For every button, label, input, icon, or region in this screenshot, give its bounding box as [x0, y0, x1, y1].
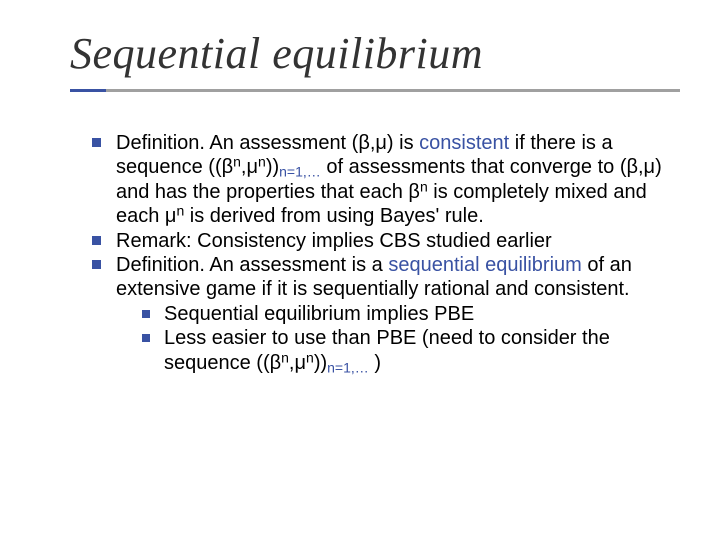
sup-n: n — [233, 154, 241, 170]
slide: Sequential equilibrium Definition. An as… — [0, 0, 720, 540]
text: Less easier to use than PBE (need to con… — [164, 327, 610, 373]
rule-grey — [76, 89, 680, 92]
text: Definition. An assessment (β,μ) is — [116, 132, 419, 154]
consistent-word: consistent — [419, 132, 509, 154]
sub-bullet-list: Sequential equilibrium implies PBE Less … — [116, 302, 670, 375]
sup-n: n — [281, 349, 289, 365]
text: is derived from using Bayes' rule. — [184, 205, 484, 227]
text: )) — [266, 156, 279, 178]
text: ) — [369, 352, 381, 374]
title-underline — [70, 89, 680, 95]
sub-bullet-less-easy: Less easier to use than PBE (need to con… — [142, 326, 670, 375]
sup-n: n — [306, 349, 314, 365]
text: )) — [314, 352, 327, 374]
sequential-equilibrium-word: sequential equilibrium — [388, 254, 581, 276]
sup-n: n — [258, 154, 266, 170]
rule-accent — [70, 89, 106, 92]
sub-bullet-pbe-implies: Sequential equilibrium implies PBE — [142, 302, 670, 326]
bullet-consistent-definition: Definition. An assessment (β,μ) is consi… — [92, 131, 670, 229]
text: Definition. An assessment is a — [116, 254, 388, 276]
text: ,μ — [289, 352, 306, 374]
content-area: Definition. An assessment (β,μ) is consi… — [70, 131, 680, 375]
bullet-seqeq-definition: Definition. An assessment is a sequentia… — [92, 253, 670, 375]
slide-title: Sequential equilibrium — [70, 28, 680, 79]
bullet-remark: Remark: Consistency implies CBS studied … — [92, 229, 670, 253]
sub-seq: n=1,… — [327, 359, 369, 375]
sup-n: n — [420, 178, 428, 194]
text: ,μ — [241, 156, 258, 178]
sub-seq: n=1,… — [279, 164, 321, 180]
bullet-list: Definition. An assessment (β,μ) is consi… — [92, 131, 670, 375]
